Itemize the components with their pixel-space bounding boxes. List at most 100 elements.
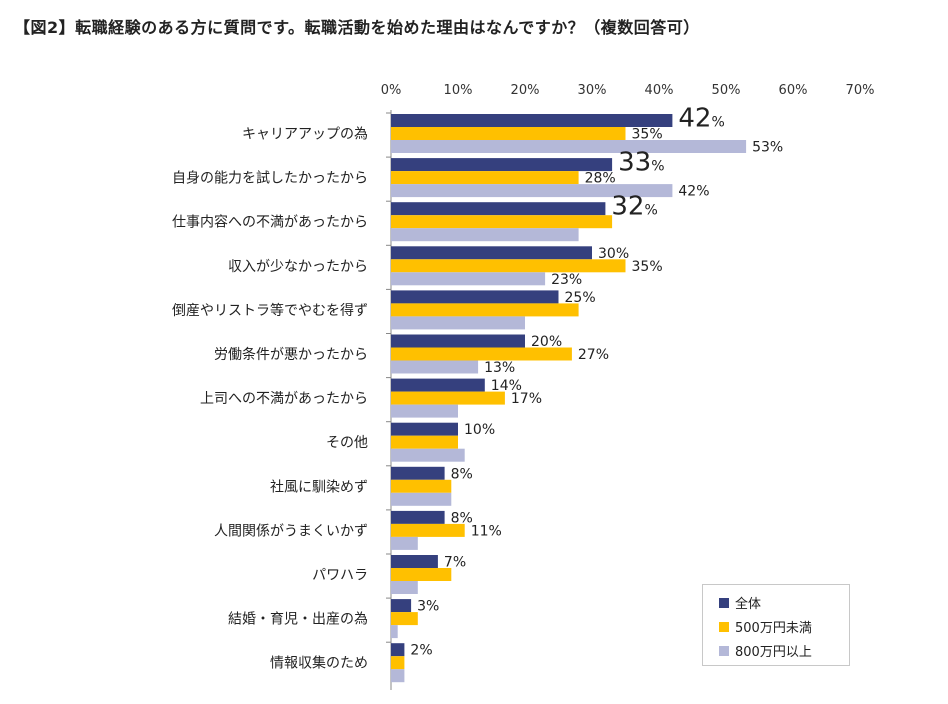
data-label: 13% bbox=[484, 360, 515, 376]
data-label-value: 42 bbox=[678, 104, 711, 134]
legend-item-all: 全体 bbox=[719, 593, 761, 612]
bar-over-800 bbox=[391, 404, 458, 418]
data-label-value: 14 bbox=[491, 378, 509, 394]
bar-under-500 bbox=[391, 523, 465, 537]
data-label: 8% bbox=[451, 466, 473, 482]
category-label: 倒産やリストラ等でやむを得ず bbox=[172, 302, 368, 319]
data-label: 42% bbox=[678, 184, 709, 200]
data-label-value: 35 bbox=[632, 259, 650, 275]
data-label-unit: % bbox=[460, 466, 473, 482]
category-label: パワハラ bbox=[312, 568, 368, 584]
bar-over-800 bbox=[391, 360, 479, 374]
chart-legend: 全体 500万円未満 800万円以上 bbox=[702, 584, 850, 666]
data-label-value: 2 bbox=[410, 643, 419, 659]
data-label: 42% bbox=[678, 104, 724, 134]
data-label: 10% bbox=[464, 422, 495, 438]
bar-all bbox=[391, 334, 525, 348]
data-label-unit: % bbox=[651, 159, 664, 175]
bar-over-800 bbox=[391, 448, 465, 462]
legend-swatch-all bbox=[719, 597, 729, 608]
data-label-unit: % bbox=[460, 510, 473, 526]
data-label: 33% bbox=[618, 148, 664, 178]
data-label-value: 28 bbox=[585, 171, 603, 187]
data-label: 25% bbox=[565, 290, 596, 306]
data-label-unit: % bbox=[549, 334, 562, 350]
bar-over-800 bbox=[391, 625, 398, 639]
data-label-value: 3 bbox=[417, 599, 426, 615]
data-label-value: 53 bbox=[752, 140, 770, 156]
data-label: 35% bbox=[632, 259, 663, 275]
legend-swatch-over-800 bbox=[719, 645, 729, 656]
category-label: 人間関係がうまくいかず bbox=[214, 523, 368, 539]
data-label-unit: % bbox=[482, 422, 495, 438]
data-label: 53% bbox=[752, 140, 783, 156]
bar-all bbox=[391, 422, 458, 436]
data-label-value: 35 bbox=[632, 127, 650, 143]
data-label-unit: % bbox=[426, 599, 439, 615]
x-tick-label: 30% bbox=[578, 83, 607, 98]
data-label-value: 8 bbox=[451, 466, 460, 482]
bar-all bbox=[391, 510, 445, 524]
data-label: 35% bbox=[632, 127, 663, 143]
bar-under-500 bbox=[391, 435, 458, 449]
data-label-value: 33 bbox=[618, 148, 651, 178]
legend-item-over-800: 800万円以上 bbox=[719, 641, 812, 660]
data-label: 17% bbox=[511, 391, 542, 407]
bar-under-500 bbox=[391, 656, 405, 670]
data-label-unit: % bbox=[529, 391, 542, 407]
data-label-value: 25 bbox=[565, 290, 583, 306]
legend-swatch-under-500 bbox=[719, 621, 729, 632]
bar-over-800 bbox=[391, 184, 673, 198]
bar-all bbox=[391, 599, 412, 613]
data-label-unit: % bbox=[419, 643, 432, 659]
bar-over-800 bbox=[391, 272, 546, 286]
category-label: 労働条件が悪かったから bbox=[214, 346, 368, 363]
data-label-unit: % bbox=[602, 171, 615, 187]
data-label-value: 32 bbox=[611, 192, 644, 222]
bar-under-500 bbox=[391, 479, 452, 493]
bar-under-500 bbox=[391, 127, 626, 140]
data-label: 20% bbox=[531, 334, 562, 350]
data-label: 30% bbox=[598, 246, 629, 262]
data-label: 8% bbox=[451, 510, 473, 526]
bar-all bbox=[391, 202, 606, 216]
x-tick-label: 10% bbox=[444, 83, 473, 98]
category-label: 収入が少なかったから bbox=[228, 259, 368, 275]
data-label: 32% bbox=[611, 192, 657, 222]
legend-item-under-500: 500万円未満 bbox=[719, 617, 812, 636]
chart-title: 【図2】転職経験のある方に質問です。転職活動を始めた理由はなんですか？（複数回答… bbox=[14, 18, 700, 37]
category-label: 仕事内容への不満があったから bbox=[172, 214, 368, 231]
category-label: 情報収集のため bbox=[270, 655, 368, 672]
data-label-value: 7 bbox=[444, 555, 453, 571]
data-label-unit: % bbox=[489, 523, 502, 539]
data-label: 7% bbox=[444, 555, 466, 571]
bar-under-500 bbox=[391, 568, 452, 581]
bar-over-800 bbox=[391, 669, 405, 683]
category-label: 自身の能力を試したかったから bbox=[172, 171, 368, 187]
data-label: 28% bbox=[585, 171, 616, 187]
data-label-value: 20 bbox=[531, 334, 549, 350]
data-label-unit: % bbox=[696, 184, 709, 200]
data-label-value: 42 bbox=[678, 184, 696, 200]
bar-over-800 bbox=[391, 316, 525, 330]
data-label-unit: % bbox=[644, 203, 657, 219]
x-tick-label: 0% bbox=[381, 83, 402, 98]
bar-all bbox=[391, 158, 613, 172]
bar-over-800 bbox=[391, 140, 747, 153]
category-label: その他 bbox=[326, 435, 368, 451]
bar-all bbox=[391, 466, 445, 480]
bar-under-500 bbox=[391, 347, 572, 361]
data-label-unit: % bbox=[649, 259, 662, 275]
data-label-unit: % bbox=[770, 140, 783, 156]
bar-over-800 bbox=[391, 228, 579, 242]
data-label: 14% bbox=[491, 378, 522, 394]
data-label-value: 17 bbox=[511, 391, 529, 407]
x-tick-label: 70% bbox=[846, 83, 875, 98]
data-label-unit: % bbox=[616, 246, 629, 262]
data-label-unit: % bbox=[453, 555, 466, 571]
data-label-value: 11 bbox=[471, 523, 489, 539]
bar-all bbox=[391, 114, 673, 127]
bar-all bbox=[391, 246, 592, 260]
bar-under-500 bbox=[391, 171, 579, 185]
data-label: 11% bbox=[471, 523, 502, 539]
